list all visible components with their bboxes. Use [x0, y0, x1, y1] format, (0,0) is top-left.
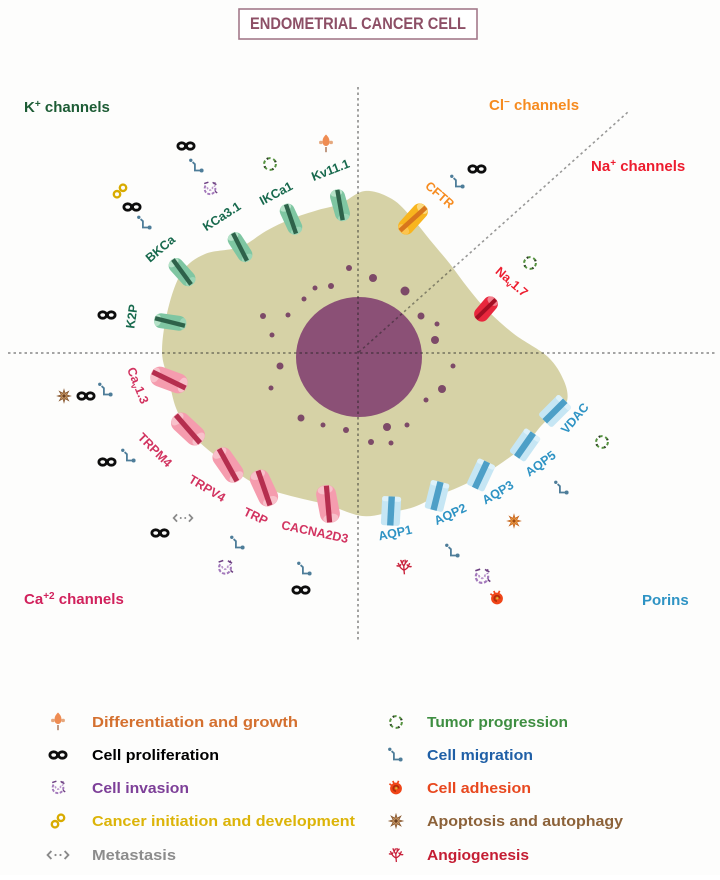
svg-text:Differentiation and growth: Differentiation and growth: [92, 714, 298, 731]
svg-text:Cancer initiation and developm: Cancer initiation and development: [92, 813, 355, 830]
svg-text:Metastasis: Metastasis: [92, 847, 176, 864]
svg-text:Angiogenesis: Angiogenesis: [427, 847, 529, 864]
svg-text:Cell proliferation: Cell proliferation: [92, 747, 219, 764]
svg-text:Porins: Porins: [642, 592, 689, 609]
svg-text:Cell migration: Cell migration: [427, 747, 533, 764]
svg-text:Cl− channels: Cl− channels: [489, 97, 579, 114]
svg-text:Cell adhesion: Cell adhesion: [427, 780, 531, 797]
svg-text:Ca+2 channels: Ca+2 channels: [24, 591, 124, 608]
svg-text:K+ channels: K+ channels: [24, 99, 110, 116]
svg-text:ENDOMETRIAL CANCER CELL: ENDOMETRIAL CANCER CELL: [250, 15, 466, 33]
svg-text:Tumor progression: Tumor progression: [427, 714, 568, 731]
svg-text:Cell invasion: Cell invasion: [92, 780, 189, 797]
svg-text:Apoptosis and autophagy: Apoptosis and autophagy: [427, 813, 624, 830]
svg-text:AQP1: AQP1: [377, 523, 413, 544]
svg-text:Na+ channels: Na+ channels: [591, 158, 685, 175]
svg-text:K2P: K2P: [123, 303, 140, 329]
